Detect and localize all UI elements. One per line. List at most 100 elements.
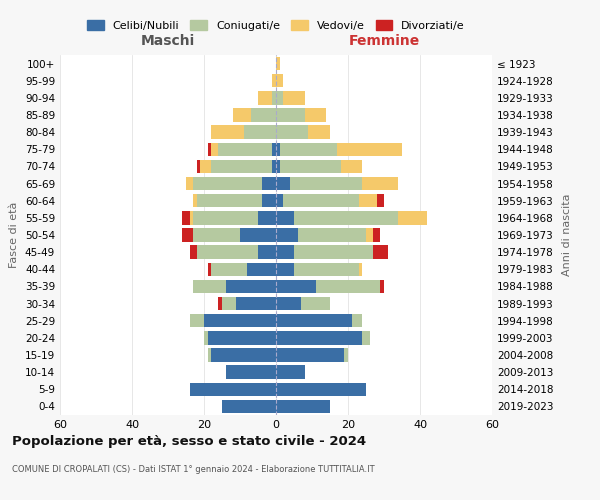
Bar (362, 331, 370, 344)
Bar (197, 160, 200, 173)
Bar (276, 57, 280, 70)
Bar (262, 177, 276, 190)
Bar (352, 314, 362, 328)
Bar (276, 262, 294, 276)
Bar (193, 211, 258, 224)
Bar (193, 228, 240, 241)
Bar (186, 177, 193, 190)
Bar (276, 108, 305, 122)
Bar (398, 211, 427, 224)
Bar (294, 262, 359, 276)
Bar (276, 382, 366, 396)
Bar (280, 142, 337, 156)
Bar (190, 314, 204, 328)
Bar (276, 366, 305, 379)
Bar (211, 348, 276, 362)
Bar (373, 228, 380, 241)
Bar (208, 262, 211, 276)
Bar (190, 382, 276, 396)
Bar (377, 194, 384, 207)
Bar (276, 177, 290, 190)
Bar (218, 297, 222, 310)
Bar (366, 228, 373, 241)
Bar (211, 160, 272, 173)
Bar (236, 297, 276, 310)
Bar (341, 160, 362, 173)
Text: Maschi: Maschi (141, 34, 195, 48)
Bar (283, 91, 305, 104)
Bar (222, 297, 236, 310)
Bar (276, 74, 283, 88)
Bar (244, 126, 276, 139)
Bar (276, 280, 316, 293)
Bar (276, 142, 280, 156)
Bar (190, 211, 193, 224)
Bar (272, 74, 276, 88)
Bar (301, 297, 330, 310)
Bar (280, 160, 341, 173)
Bar (344, 348, 348, 362)
Legend: Celibi/Nubili, Coniugati/e, Vedovi/e, Divorziati/e: Celibi/Nubili, Coniugati/e, Vedovi/e, Di… (83, 16, 469, 35)
Y-axis label: Anni di nascita: Anni di nascita (562, 194, 572, 276)
Bar (294, 246, 373, 259)
Bar (222, 400, 276, 413)
Bar (276, 400, 330, 413)
Bar (276, 211, 294, 224)
Bar (193, 177, 262, 190)
Bar (276, 91, 283, 104)
Bar (276, 348, 344, 362)
Bar (251, 108, 276, 122)
Bar (193, 280, 226, 293)
Bar (316, 280, 380, 293)
Bar (208, 348, 211, 362)
Bar (211, 142, 218, 156)
Bar (258, 91, 272, 104)
Bar (208, 331, 276, 344)
Text: Femmine: Femmine (349, 34, 419, 48)
Bar (276, 297, 301, 310)
Text: COMUNE DI CROPALATI (CS) - Dati ISTAT 1° gennaio 2024 - Elaborazione TUTTITALIA.: COMUNE DI CROPALATI (CS) - Dati ISTAT 1°… (12, 465, 374, 474)
Bar (337, 142, 402, 156)
Bar (197, 246, 258, 259)
Bar (272, 91, 276, 104)
Bar (373, 246, 388, 259)
Bar (276, 194, 283, 207)
Bar (380, 280, 384, 293)
Bar (258, 246, 276, 259)
Bar (200, 160, 211, 173)
Bar (190, 246, 197, 259)
Bar (258, 211, 276, 224)
Bar (283, 194, 359, 207)
Bar (294, 211, 398, 224)
Bar (204, 314, 276, 328)
Bar (208, 142, 211, 156)
Bar (226, 366, 276, 379)
Bar (240, 228, 276, 241)
Bar (211, 262, 247, 276)
Bar (276, 246, 294, 259)
Bar (233, 108, 251, 122)
Text: Popolazione per età, sesso e stato civile - 2024: Popolazione per età, sesso e stato civil… (12, 435, 366, 448)
Bar (276, 228, 298, 241)
Bar (276, 160, 280, 173)
Bar (211, 126, 244, 139)
Bar (272, 142, 276, 156)
Bar (204, 331, 208, 344)
Bar (276, 331, 362, 344)
Bar (272, 160, 276, 173)
Bar (290, 177, 362, 190)
Bar (218, 142, 272, 156)
Bar (362, 177, 398, 190)
Bar (276, 126, 308, 139)
Bar (359, 194, 377, 207)
Bar (226, 280, 276, 293)
Bar (359, 262, 362, 276)
Bar (197, 194, 262, 207)
Bar (276, 314, 352, 328)
Bar (305, 108, 326, 122)
Bar (182, 228, 193, 241)
Bar (247, 262, 276, 276)
Bar (193, 194, 197, 207)
Bar (262, 194, 276, 207)
Bar (308, 126, 330, 139)
